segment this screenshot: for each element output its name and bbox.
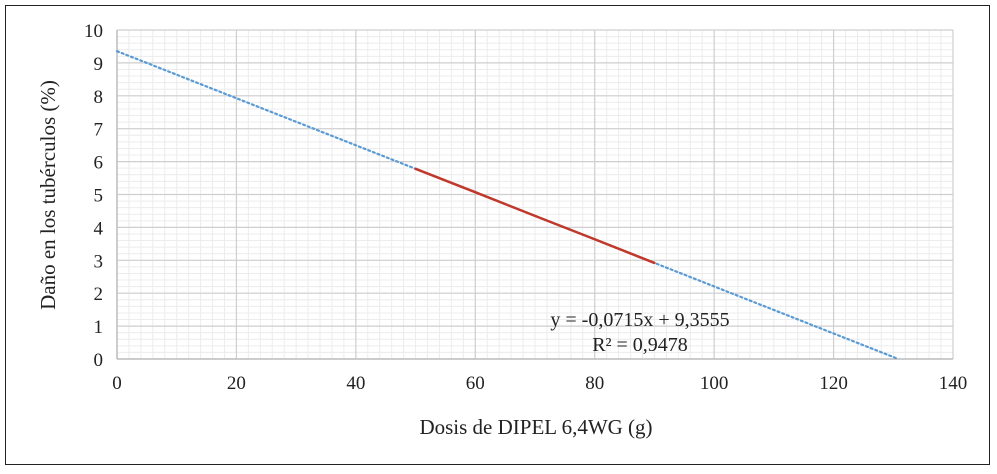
y-tick-label: 8 bbox=[94, 87, 104, 108]
plot-marks bbox=[115, 50, 900, 361]
y-tick-label: 9 bbox=[94, 54, 104, 75]
x-tick-label: 40 bbox=[346, 373, 365, 394]
x-tick-label: 100 bbox=[700, 373, 729, 394]
x-tick-label: 20 bbox=[227, 373, 246, 394]
x-tick-labels: 0 20 40 60 80 100 120 140 bbox=[112, 373, 967, 394]
trendline-equation: y = -0,0715x + 9,3555 bbox=[550, 309, 729, 331]
y-tick-label: 6 bbox=[94, 153, 104, 174]
data-point bbox=[474, 190, 477, 194]
y-tick-label: 0 bbox=[94, 350, 104, 371]
y-tick-label: 4 bbox=[94, 218, 104, 239]
data-point bbox=[414, 167, 417, 171]
x-tick-label: 0 bbox=[112, 373, 122, 394]
x-tick-label: 60 bbox=[466, 373, 485, 394]
x-tick-label: 120 bbox=[819, 373, 848, 394]
y-tick-labels: 0 1 2 3 4 5 6 7 8 9 10 bbox=[84, 21, 104, 371]
y-tick-label: 1 bbox=[94, 317, 104, 338]
y-tick-label: 5 bbox=[94, 186, 104, 207]
data-point bbox=[593, 238, 596, 241]
r-squared-label: R² = 0,9478 bbox=[592, 334, 688, 356]
x-axis-title: Dosis de DIPEL 6,4WG (g) bbox=[419, 415, 652, 439]
chart-frame bbox=[5, 5, 990, 465]
y-tick-label: 3 bbox=[94, 251, 104, 272]
y-tick-label: 10 bbox=[84, 21, 103, 42]
data-point bbox=[533, 214, 537, 218]
y-tick-label: 2 bbox=[94, 284, 104, 305]
grid bbox=[116, 29, 954, 360]
y-axis-title: Daño en los tubérculos (%) bbox=[36, 80, 60, 310]
x-tick-label: 80 bbox=[585, 373, 604, 394]
data-point bbox=[653, 261, 656, 265]
y-tick-label: 7 bbox=[94, 120, 104, 141]
x-tick-label: 140 bbox=[939, 373, 968, 394]
